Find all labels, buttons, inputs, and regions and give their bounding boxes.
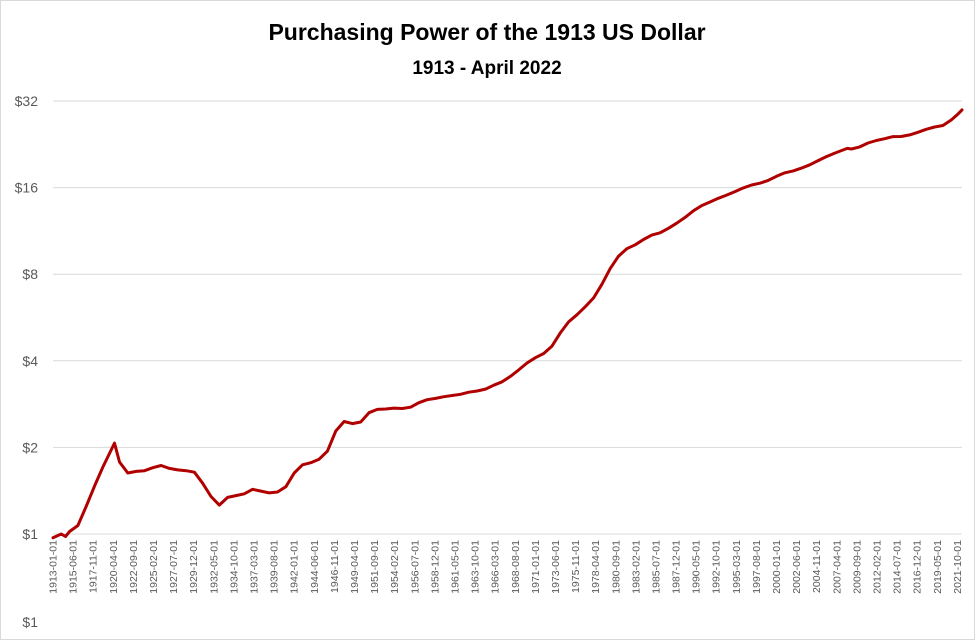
- x-tick-label: 2012-02-01: [872, 540, 884, 594]
- x-tick-label: 1917-11-01: [88, 540, 100, 593]
- x-tick-label: 1915-06-01: [68, 540, 80, 594]
- x-tick-label: 1942-01-01: [289, 540, 301, 594]
- x-tick-label: 2000-01-01: [771, 540, 783, 594]
- x-tick-label: 1944-06-01: [309, 540, 321, 594]
- x-tick-label: 1973-06-01: [550, 540, 562, 594]
- x-tick-label: 1987-12-01: [671, 540, 683, 594]
- x-tick-label: 1932-05-01: [208, 540, 220, 594]
- x-tick-label: 1956-07-01: [409, 540, 421, 594]
- x-tick-label: 1961-05-01: [449, 540, 461, 594]
- x-tick-label: 1971-01-01: [530, 540, 542, 594]
- y-tick-label: $2: [22, 439, 38, 455]
- x-tick-label: 2021-10-01: [952, 540, 964, 594]
- y-tick-label: $1: [22, 526, 38, 542]
- x-tick-label: 1968-08-01: [510, 540, 522, 594]
- x-tick-label: 1913-01-01: [48, 540, 60, 594]
- x-tick-label: 1978-04-01: [590, 540, 602, 594]
- x-tick-label: 1992-10-01: [711, 540, 723, 594]
- series-line: [51, 108, 964, 540]
- x-tick-label: 1920-04-01: [108, 540, 120, 594]
- y-tick-label: $4: [22, 353, 38, 369]
- x-tick-label: 1966-03-01: [490, 540, 502, 594]
- x-tick-label: 1990-05-01: [691, 540, 703, 594]
- x-tick-label: 2009-09-01: [851, 540, 863, 594]
- x-axis: 1913-01-01 1915-06-01 1917-11-01 1920-04-01…: [48, 540, 964, 594]
- x-tick-label: 1958-12-01: [429, 540, 441, 594]
- x-tick-label: 2014-07-01: [892, 540, 904, 594]
- chart-title: Purchasing Power of the 1913 US Dollar: [268, 19, 705, 45]
- x-tick-label: 1995-03-01: [731, 540, 743, 594]
- x-tick-label: 1946-11-01: [329, 540, 341, 593]
- x-tick-label: 1949-04-01: [349, 540, 361, 594]
- y-tick-label-bottom: $1: [22, 614, 38, 630]
- x-tick-label: 2002-06-01: [791, 540, 803, 594]
- x-tick-label: 1929-12-01: [188, 540, 200, 594]
- x-tick-label: 1939-08-01: [269, 540, 281, 594]
- plot-area: [51, 108, 964, 540]
- x-tick-label: 2007-04-01: [831, 540, 843, 594]
- y-tick-label: $16: [15, 180, 39, 196]
- x-tick-label: 2016-12-01: [912, 540, 924, 594]
- gridlines: [53, 100, 962, 535]
- x-tick-label: 1937-03-01: [248, 540, 260, 594]
- x-tick-label: 1925-02-01: [148, 540, 160, 594]
- x-tick-label: 1975-11-01: [570, 540, 582, 593]
- x-tick-label: 1980-09-01: [610, 540, 622, 594]
- x-tick-label: 1954-02-01: [389, 540, 401, 594]
- y-tick-label: $32: [15, 93, 39, 109]
- x-tick-label: 1951-09-01: [369, 540, 381, 594]
- chart-subtitle: 1913 - April 2022: [412, 58, 561, 79]
- x-tick-label: 1963-10-01: [470, 540, 482, 594]
- x-tick-label: 1985-07-01: [650, 540, 662, 594]
- x-tick-label: 1927-07-01: [168, 540, 180, 594]
- x-tick-label: 1922-09-01: [128, 540, 140, 594]
- x-tick-label: 1983-02-01: [630, 540, 642, 594]
- x-tick-label: 2004-11-01: [811, 540, 823, 593]
- y-axis: $32 $16 $8 $4 $2 $1 $1: [15, 93, 39, 630]
- y-tick-label: $8: [22, 266, 38, 282]
- x-tick-label: 2019-05-01: [932, 540, 944, 594]
- x-tick-label: 1997-08-01: [751, 540, 763, 594]
- x-tick-label: 1934-10-01: [228, 540, 240, 594]
